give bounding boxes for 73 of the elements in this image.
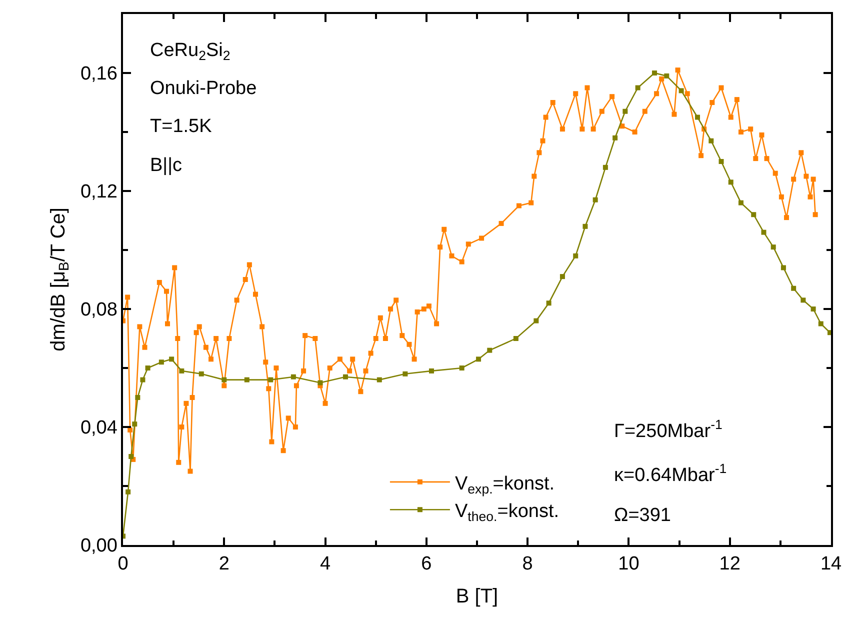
point <box>145 366 150 370</box>
y-tick-label: 0,08 <box>80 300 118 321</box>
point <box>402 371 408 376</box>
x-tick-label: 0 <box>118 554 128 575</box>
point <box>132 422 138 427</box>
point <box>169 356 174 362</box>
point <box>770 244 776 250</box>
point <box>140 377 146 382</box>
point <box>678 88 684 94</box>
point <box>612 135 618 140</box>
annotation: κ=0.64Mbar$^{-1}$ <box>614 461 727 486</box>
point <box>476 356 482 362</box>
point <box>738 200 744 206</box>
x-tick-label: 4 <box>320 554 331 575</box>
legend-label: V$_{exp.}$=konst. <box>454 473 555 496</box>
annotation: Onuki-Probe <box>150 78 257 99</box>
point <box>602 164 608 170</box>
x-tick-label: 2 <box>218 554 230 575</box>
point <box>728 180 734 185</box>
point <box>376 377 382 382</box>
point <box>428 368 434 374</box>
point <box>128 454 134 459</box>
annotation: T=1.5K <box>150 116 212 137</box>
x-tick-label: 12 <box>719 554 740 575</box>
point <box>158 360 164 365</box>
point <box>198 371 204 376</box>
y-tick-label: 0,16 <box>80 64 118 85</box>
point <box>179 368 184 374</box>
point <box>708 138 714 144</box>
point <box>534 318 539 324</box>
point <box>818 321 824 326</box>
point <box>546 300 552 306</box>
point <box>592 197 598 202</box>
point <box>694 114 700 120</box>
point <box>800 298 806 303</box>
point <box>791 286 796 291</box>
point <box>718 159 724 164</box>
point <box>827 330 831 336</box>
point <box>487 348 492 353</box>
point <box>244 377 250 382</box>
point <box>222 377 227 382</box>
point <box>290 374 296 380</box>
annotation: Ω=391 <box>614 505 671 526</box>
point <box>126 489 131 494</box>
point <box>560 274 565 280</box>
point <box>635 85 640 90</box>
point <box>318 380 323 386</box>
point <box>343 374 348 380</box>
point <box>810 306 816 312</box>
point <box>459 366 464 370</box>
y-tick-label: 0,12 <box>80 182 118 203</box>
point <box>573 253 578 258</box>
annotation: Γ=250Mbar$^{-1}$ <box>614 417 722 442</box>
point <box>780 265 786 270</box>
point <box>751 212 756 218</box>
point <box>652 70 658 76</box>
x-tick-label: 6 <box>421 554 432 575</box>
x-axis-title: B [T] <box>456 586 498 608</box>
legend-label: V$_{theo.}$=konst. <box>454 501 560 524</box>
y-tick-label: 0,04 <box>80 418 118 439</box>
x-tick-label: 10 <box>618 554 640 575</box>
point <box>582 224 588 229</box>
x-tick-label: 14 <box>820 554 842 575</box>
point <box>513 336 518 341</box>
y-tick-label: 0,00 <box>80 536 118 557</box>
point <box>622 108 628 114</box>
annotation: CeRu$_{2}$Si$_{2}$ <box>150 40 230 63</box>
point <box>268 377 274 382</box>
annotation: B||c <box>150 155 182 176</box>
x-tick-label: 8 <box>522 554 533 575</box>
point <box>135 395 140 400</box>
point <box>761 230 766 235</box>
point <box>664 73 670 78</box>
